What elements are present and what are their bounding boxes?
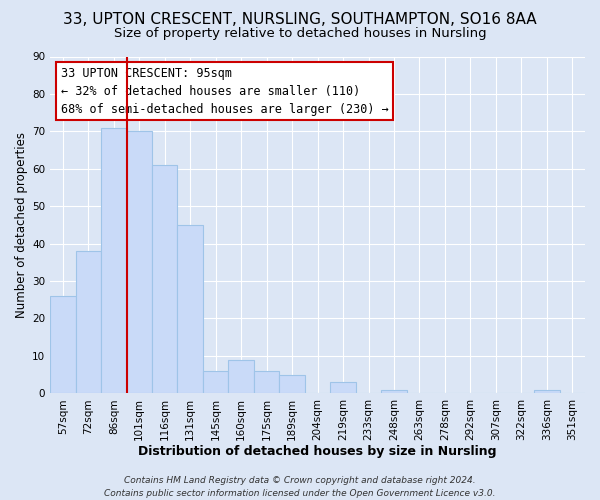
Bar (381, 390, 407, 394)
Bar (76, 251, 101, 394)
X-axis label: Distribution of detached houses by size in Nursling: Distribution of detached houses by size … (139, 444, 497, 458)
Bar (280, 374, 305, 394)
Text: 33 UPTON CRESCENT: 95sqm
← 32% of detached houses are smaller (110)
68% of semi-: 33 UPTON CRESCENT: 95sqm ← 32% of detach… (61, 66, 389, 116)
Bar (127, 132, 152, 394)
Bar (50, 296, 76, 394)
Y-axis label: Number of detached properties: Number of detached properties (15, 132, 28, 318)
Bar (254, 371, 280, 394)
Bar (101, 128, 127, 394)
Bar (203, 371, 229, 394)
Bar (331, 382, 356, 394)
Bar (534, 390, 560, 394)
Text: Contains HM Land Registry data © Crown copyright and database right 2024.
Contai: Contains HM Land Registry data © Crown c… (104, 476, 496, 498)
Text: 33, UPTON CRESCENT, NURSLING, SOUTHAMPTON, SO16 8AA: 33, UPTON CRESCENT, NURSLING, SOUTHAMPTO… (63, 12, 537, 28)
Bar (152, 165, 178, 394)
Text: Size of property relative to detached houses in Nursling: Size of property relative to detached ho… (113, 28, 487, 40)
Bar (178, 225, 203, 394)
Bar (229, 360, 254, 394)
